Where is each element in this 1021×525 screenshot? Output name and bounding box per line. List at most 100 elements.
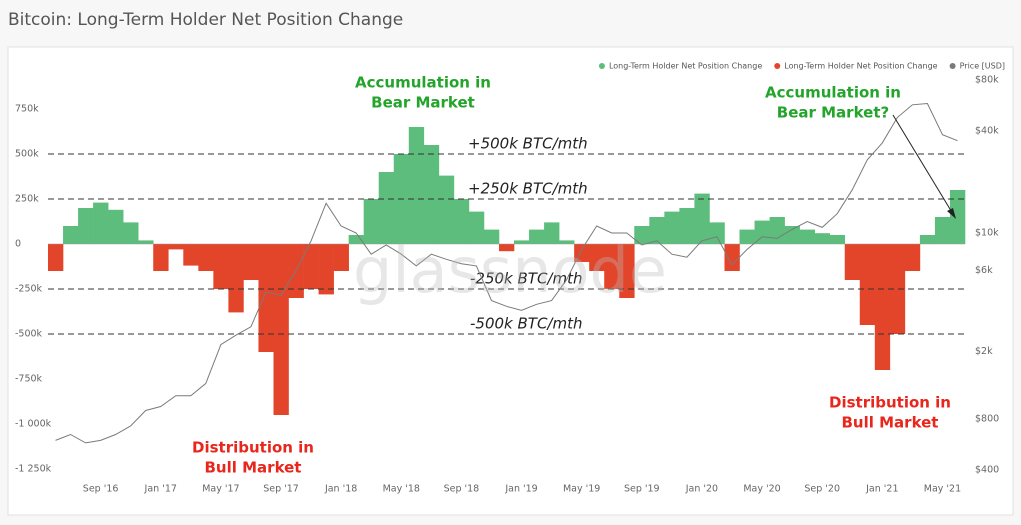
y-tick-label: 750k	[15, 104, 39, 115]
bar	[739, 229, 755, 244]
y2-tick-label: $400	[975, 465, 999, 476]
x-tick-label: Jan '21	[865, 484, 898, 495]
bar	[333, 244, 349, 271]
y2-tick-label: $40k	[975, 125, 999, 136]
bar	[78, 208, 94, 244]
bar	[919, 235, 936, 244]
bar	[363, 199, 380, 244]
legend-swatch	[774, 63, 781, 69]
bar	[619, 244, 635, 298]
y2-tick-label: $80k	[975, 74, 999, 85]
legend-swatch	[598, 63, 605, 69]
bar	[514, 240, 530, 244]
y-tick-label: 250k	[15, 194, 39, 205]
annotation: Bull Market	[842, 414, 939, 432]
chart-title: Bitcoin: Long-Term Holder Net Position C…	[8, 10, 403, 30]
bar	[814, 233, 831, 244]
x-tick-label: Sep '20	[804, 484, 840, 495]
bar	[318, 244, 334, 295]
price-line	[55, 102, 958, 444]
y-tick-label: -250k	[15, 284, 43, 295]
bar	[529, 229, 545, 244]
bar	[123, 222, 139, 244]
annotation: Accumulation in	[355, 74, 491, 92]
x-tick-label: May '18	[383, 484, 420, 495]
legend-label: Long-Term Holder Net Position Change	[784, 62, 937, 71]
bar	[754, 220, 770, 244]
bar	[859, 244, 876, 325]
bar	[634, 226, 650, 244]
annotation: Distribution in	[829, 394, 951, 412]
annotation: Bear Market	[371, 94, 475, 112]
reference-label: +250k BTC/mth	[468, 180, 588, 198]
bar	[799, 229, 815, 244]
bar	[829, 235, 846, 244]
bar	[153, 244, 169, 271]
bar	[889, 244, 906, 334]
x-tick-label: May '20	[743, 484, 780, 495]
x-tick-label: Sep '17	[263, 484, 299, 495]
bar	[483, 229, 500, 244]
bar	[438, 175, 455, 244]
legend-swatch	[949, 63, 956, 69]
bar	[168, 244, 184, 250]
x-tick-label: Jan '18	[324, 484, 357, 495]
reference-label: -500k BTC/mth	[470, 315, 582, 333]
bar	[709, 222, 725, 244]
bar	[724, 244, 740, 271]
y-tick-label: 0	[15, 239, 21, 250]
bar	[769, 217, 785, 244]
bar	[48, 244, 64, 271]
bar	[273, 244, 289, 415]
x-tick-label: Jan '20	[685, 484, 718, 495]
bar	[904, 244, 921, 271]
reference-label: -250k BTC/mth	[470, 270, 582, 288]
bar	[589, 244, 605, 271]
annotation: Bull Market	[205, 459, 302, 477]
bar	[108, 209, 124, 244]
bar	[183, 244, 199, 266]
bar	[949, 190, 966, 244]
bar	[694, 193, 710, 244]
x-tick-label: Sep '18	[444, 484, 480, 495]
bar	[544, 222, 560, 244]
legend-label: Long-Term Holder Net Position Change	[609, 62, 762, 71]
x-tick-label: Jan '19	[504, 484, 537, 495]
annotation: Accumulation in	[765, 84, 901, 102]
legend-label: Price [USD]	[960, 62, 1005, 71]
x-tick-label: May '21	[924, 484, 961, 495]
y2-tick-label: $6k	[975, 265, 993, 276]
bar	[138, 240, 154, 244]
y2-tick-label: $800	[975, 414, 999, 425]
annotation: Distribution in	[192, 439, 314, 457]
bar	[844, 244, 861, 280]
y2-tick-label: $10k	[975, 228, 999, 239]
bar	[664, 211, 680, 244]
arrow-head	[947, 208, 956, 219]
bar	[228, 244, 244, 313]
y-tick-label: -1 000k	[15, 419, 52, 430]
bar	[604, 244, 620, 289]
x-tick-label: May '17	[202, 484, 239, 495]
bar	[303, 244, 319, 289]
y-tick-label: -750k	[15, 374, 43, 385]
bar	[63, 226, 79, 244]
bar	[559, 240, 575, 244]
bar	[198, 244, 214, 271]
y-tick-label: -1 250k	[15, 464, 52, 475]
plot-panel	[7, 46, 1014, 516]
bar	[934, 217, 951, 244]
bar	[874, 244, 891, 370]
bar	[93, 202, 109, 244]
y-tick-label: -500k	[15, 329, 43, 340]
y2-tick-label: $2k	[975, 346, 993, 357]
bar	[378, 172, 395, 244]
bar	[453, 199, 470, 244]
y-tick-label: 500k	[15, 149, 39, 160]
x-tick-label: May '19	[563, 484, 600, 495]
bar	[679, 208, 695, 244]
bar	[348, 235, 364, 244]
x-tick-label: Sep '19	[624, 484, 660, 495]
